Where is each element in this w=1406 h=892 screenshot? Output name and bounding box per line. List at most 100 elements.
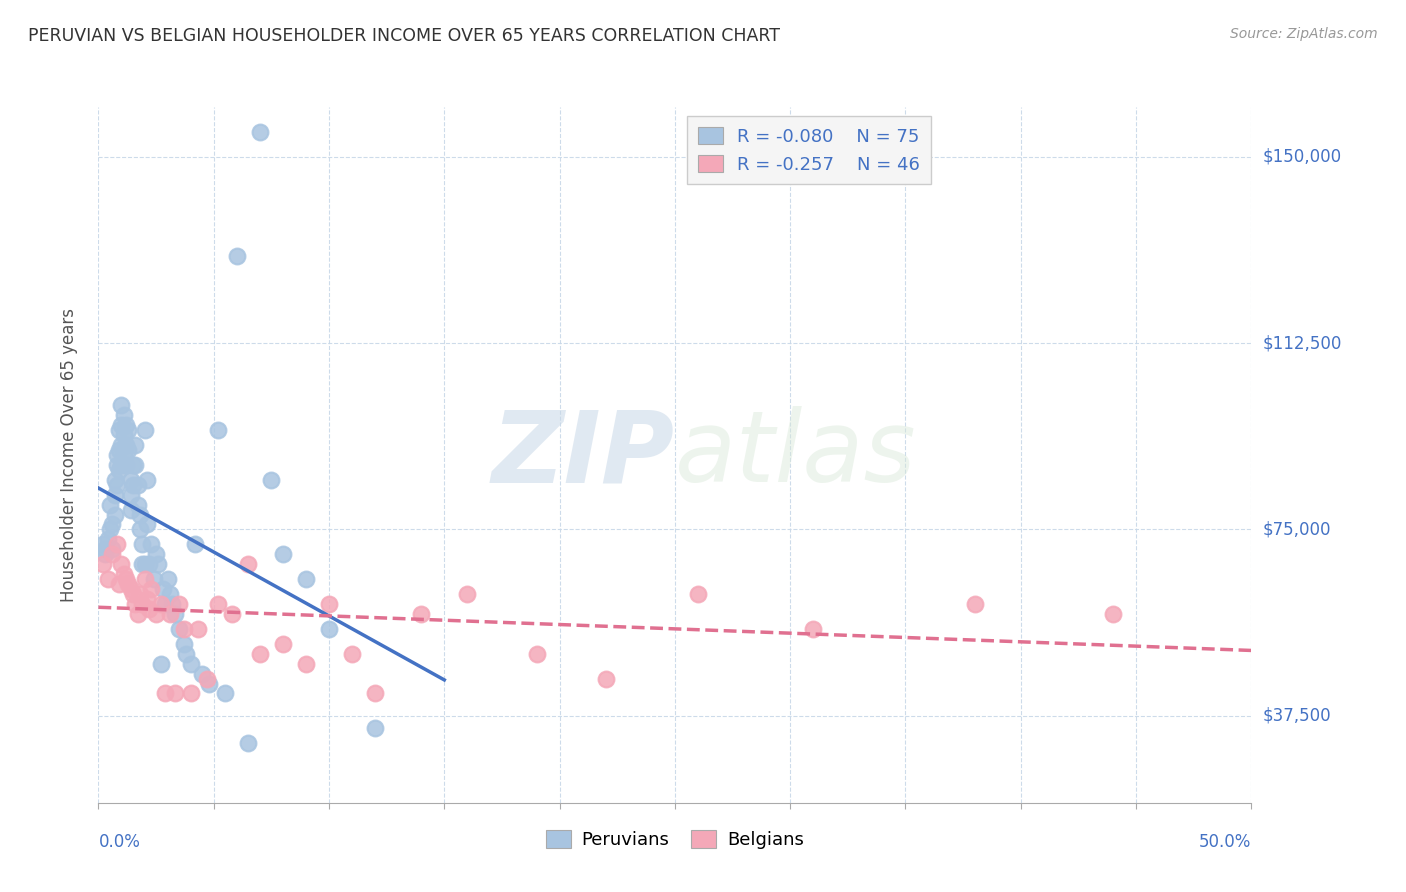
Point (101, 517, 124, 532)
Point (105, 448, 128, 462)
Point (686, 587, 709, 601)
Point (115, 438, 138, 452)
Point (124, 597, 146, 611)
Point (115, 458, 138, 472)
Point (295, 572, 318, 586)
Point (187, 622, 209, 636)
Point (112, 408, 135, 422)
Point (207, 597, 229, 611)
Point (198, 676, 221, 690)
Point (526, 647, 548, 661)
Text: atlas: atlas (675, 407, 917, 503)
Point (117, 442, 139, 457)
Point (156, 572, 179, 586)
Point (101, 547, 124, 561)
Point (131, 597, 153, 611)
Point (120, 502, 142, 516)
Point (149, 657, 172, 671)
Text: 0.0%: 0.0% (98, 833, 141, 851)
Point (135, 517, 157, 532)
Point (97, 533, 120, 547)
Point (141, 582, 163, 596)
Point (122, 477, 145, 491)
Point (127, 477, 149, 491)
Text: ZIP: ZIP (492, 407, 675, 503)
Point (180, 686, 202, 700)
Point (364, 721, 387, 735)
Point (110, 398, 132, 412)
Point (91, 558, 114, 572)
Point (138, 602, 160, 616)
Point (155, 686, 177, 700)
Point (145, 547, 167, 561)
Point (108, 577, 131, 591)
Point (103, 508, 125, 522)
Point (595, 672, 617, 686)
Point (163, 607, 186, 621)
Text: $112,500: $112,500 (1263, 334, 1341, 352)
Point (180, 657, 202, 671)
Point (105, 458, 128, 472)
Text: 50.0%: 50.0% (1199, 833, 1251, 851)
Point (120, 582, 142, 596)
Point (110, 438, 132, 452)
Point (173, 637, 195, 651)
Legend: Peruvians, Belgians: Peruvians, Belgians (538, 823, 811, 856)
Point (120, 488, 142, 502)
Point (148, 558, 170, 572)
Point (214, 686, 236, 700)
Point (117, 423, 139, 437)
Point (225, 249, 247, 263)
Point (101, 542, 124, 557)
Point (249, 125, 271, 139)
Text: $75,000: $75,000 (1263, 520, 1331, 539)
Point (271, 547, 294, 561)
Point (152, 582, 174, 596)
Text: $37,500: $37,500 (1263, 706, 1331, 725)
Point (91, 537, 114, 551)
Point (124, 438, 146, 452)
Point (340, 647, 363, 661)
Point (110, 458, 132, 472)
Point (127, 607, 149, 621)
Point (159, 587, 181, 601)
Point (134, 572, 156, 586)
Point (221, 607, 243, 621)
Point (364, 686, 387, 700)
Point (105, 537, 128, 551)
Point (801, 622, 824, 636)
Point (191, 666, 214, 681)
Point (120, 473, 142, 487)
Point (110, 558, 132, 572)
Point (295, 657, 318, 671)
Point (134, 558, 156, 572)
Point (131, 558, 153, 572)
Point (127, 498, 149, 512)
Text: PERUVIAN VS BELGIAN HOUSEHOLDER INCOME OVER 65 YEARS CORRELATION CHART: PERUVIAN VS BELGIAN HOUSEHOLDER INCOME O… (28, 27, 780, 45)
Point (135, 473, 157, 487)
Point (963, 597, 986, 611)
Point (134, 423, 156, 437)
Point (112, 448, 135, 462)
Point (174, 647, 197, 661)
Point (115, 572, 138, 586)
Point (149, 597, 172, 611)
Point (260, 473, 283, 487)
Point (138, 558, 160, 572)
Point (1102, 607, 1125, 621)
Point (131, 537, 153, 551)
Point (238, 736, 260, 750)
Point (97, 572, 120, 586)
Point (142, 572, 165, 586)
Point (94, 542, 117, 557)
Point (238, 558, 260, 572)
Point (108, 442, 131, 457)
Point (129, 587, 152, 601)
Point (110, 418, 132, 433)
Point (122, 458, 145, 472)
Point (115, 418, 138, 433)
Text: Source: ZipAtlas.com: Source: ZipAtlas.com (1230, 27, 1378, 41)
Point (105, 477, 128, 491)
Point (411, 607, 433, 621)
Point (163, 686, 186, 700)
